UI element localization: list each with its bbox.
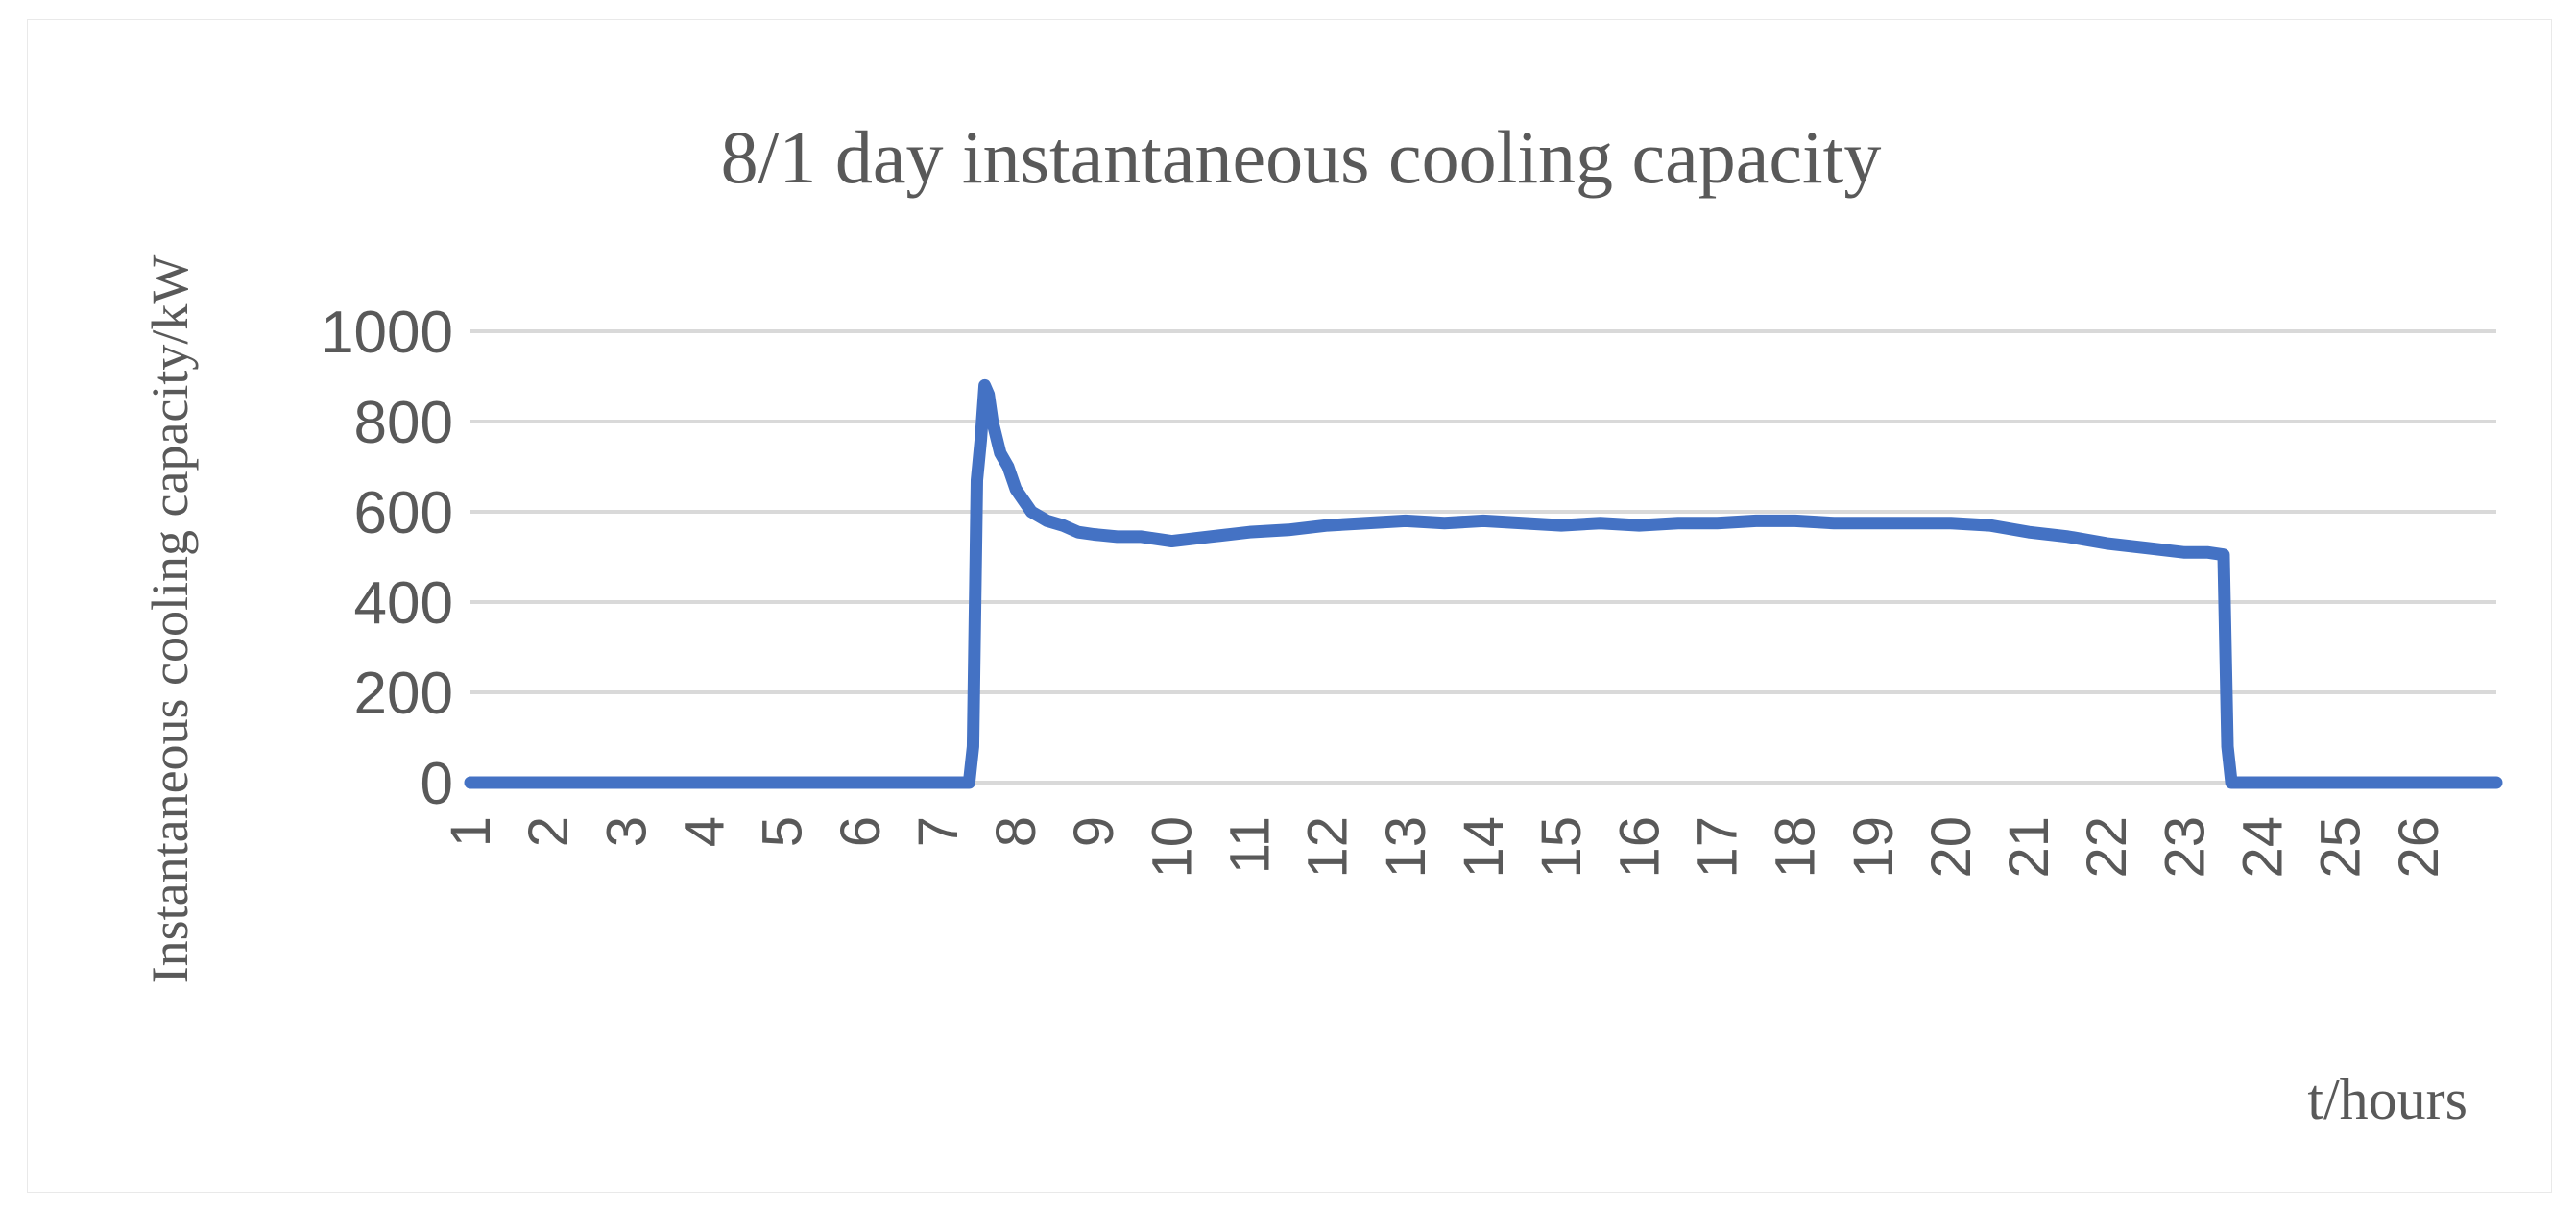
- x-tick-label: 11: [1219, 816, 1282, 874]
- y-tick-label: 600: [354, 480, 453, 546]
- x-tick-label: 8: [985, 816, 1047, 847]
- x-tick-label: 5: [752, 816, 814, 847]
- y-tick-label: 800: [354, 390, 453, 456]
- x-tick-label: 23: [2154, 816, 2216, 879]
- y-tick-label: 400: [354, 570, 453, 637]
- x-tick-label: 24: [2232, 816, 2295, 879]
- x-tick-label: 19: [1842, 816, 1905, 879]
- x-tick-label: 12: [1297, 816, 1360, 879]
- x-tick-label: 14: [1453, 816, 1515, 879]
- y-tick-label: 200: [354, 661, 453, 727]
- x-tick-label: 2: [518, 816, 580, 847]
- x-tick-label: 17: [1686, 816, 1748, 879]
- x-tick-label: 21: [1998, 816, 2060, 879]
- y-axis-label: Instantaneous cooling capacity/kW: [141, 255, 199, 984]
- x-tick-label: 10: [1141, 816, 1203, 879]
- x-tick-label: 26: [2388, 816, 2450, 879]
- x-axis-label: t/hours: [2307, 1068, 2468, 1131]
- chart-title: 8/1 day instantaneous cooling capacity: [721, 115, 1882, 199]
- x-tick-label: 20: [1920, 816, 1983, 879]
- x-tick-label: 7: [907, 816, 970, 847]
- series-layer: [464, 378, 2503, 789]
- x-tick-label: 16: [1608, 816, 1671, 879]
- x-tick-label: 15: [1530, 816, 1593, 879]
- x-tick-label: 6: [830, 816, 892, 847]
- x-tick-label: 1: [440, 816, 502, 847]
- x-tick-label: 25: [2310, 816, 2372, 879]
- x-axis-ticks: 1 2 3 4 5 6 7 8 9 10 11 12 13 14 15 16 17 18 19 20 21 22 23 24 2…: [440, 816, 2450, 879]
- x-tick-label: 9: [1063, 816, 1125, 847]
- y-axis-ticks: 0 200 400 600 800 1000: [321, 300, 453, 817]
- x-tick-label: 22: [2076, 816, 2138, 879]
- series-line: [464, 378, 2503, 789]
- chart-frame: [27, 19, 2552, 1193]
- x-tick-label: 18: [1765, 816, 1827, 879]
- y-tick-label: 0: [421, 751, 453, 817]
- y-tick-label: 1000: [321, 300, 453, 366]
- x-tick-label: 4: [673, 816, 735, 847]
- x-tick-label: 13: [1375, 816, 1437, 879]
- x-tick-label: 3: [595, 816, 658, 847]
